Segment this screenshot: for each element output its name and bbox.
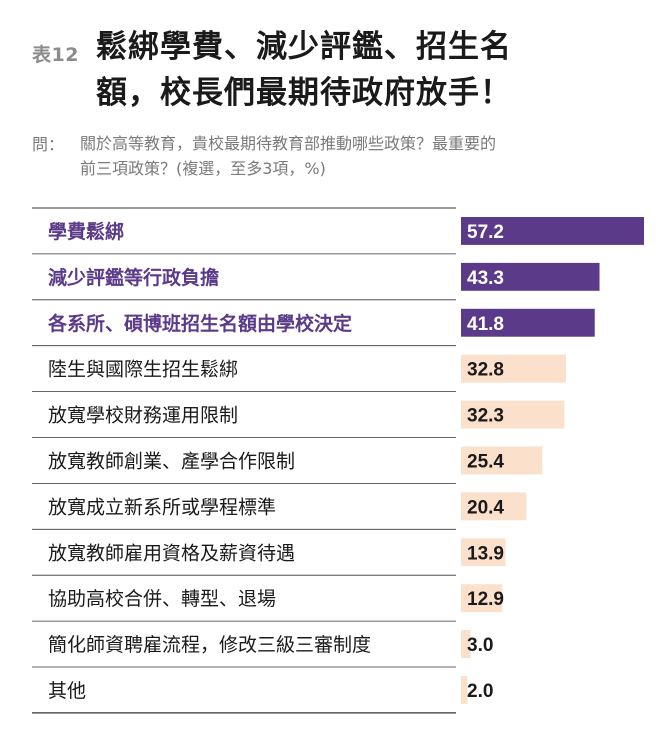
bar-3 (461, 308, 595, 337)
category-label-2: 減少評鑑等行政負擔 (48, 266, 219, 289)
value-label-3: 41.8 (467, 314, 504, 335)
value-label-5: 32.3 (467, 406, 504, 427)
value-label-11: 2.0 (467, 681, 493, 702)
page-title: 鬆綁學費、減少評鑑、招生名 額，校長們最期待政府放手！ (96, 24, 636, 116)
category-label-7: 放寬成立新系所或學程標準 (48, 496, 276, 518)
bar-10 (461, 630, 471, 658)
value-label-9: 12.9 (467, 589, 504, 610)
category-label-8: 放寬教師雇用資格及薪資待遇 (48, 542, 295, 564)
category-label-5: 放寬學校財務運用限制 (48, 405, 238, 427)
value-label-8: 13.9 (467, 543, 504, 564)
value-label-4: 32.8 (467, 360, 504, 381)
title-line-1: 鬆綁學費、減少評鑑、招生名 (96, 29, 512, 65)
value-label-2: 43.3 (467, 268, 504, 289)
value-label-10: 3.0 (467, 635, 493, 656)
question-text: 關於高等教育，貴校最期待教育部推動哪些政策？最重要的 前三項政策？(複選，至多3… (80, 131, 640, 181)
category-label-11: 其他 (48, 680, 86, 702)
bar-7 (461, 492, 527, 521)
table-number: 表12 (32, 44, 79, 66)
category-label-4: 陸生與國際生招生鬆綁 (48, 359, 238, 381)
category-label-9: 協助高校合併、轉型、退場 (48, 588, 276, 610)
title-line-2: 額，校長們最期待政府放手！ (96, 75, 512, 111)
bar-8 (461, 538, 506, 567)
category-label-3: 各系所、碩博班招生名額由學校決定 (47, 312, 352, 335)
bar-5 (461, 400, 565, 429)
bar-6 (461, 446, 543, 475)
question-line-2: 前三項政策？(複選，至多3項，%) (80, 159, 326, 178)
bar-1 (461, 217, 644, 245)
bar-9 (461, 584, 503, 613)
value-label-1: 57.2 (467, 222, 504, 243)
value-label-6: 25.4 (467, 451, 504, 472)
category-label-1: 學費鬆綁 (48, 220, 124, 243)
value-label-7: 20.4 (467, 497, 504, 518)
question-line-1: 關於高等教育，貴校最期待教育部推動哪些政策？最重要的 (80, 134, 497, 153)
bar-11 (461, 676, 468, 704)
bar-4 (461, 354, 566, 383)
category-label-10: 簡化師資聘雇流程，修改三級三審制度 (48, 634, 371, 656)
question-label: 問： (32, 135, 65, 154)
category-label-6: 放寬教師創業、產學合作限制 (48, 450, 295, 472)
bar-2 (461, 262, 600, 291)
